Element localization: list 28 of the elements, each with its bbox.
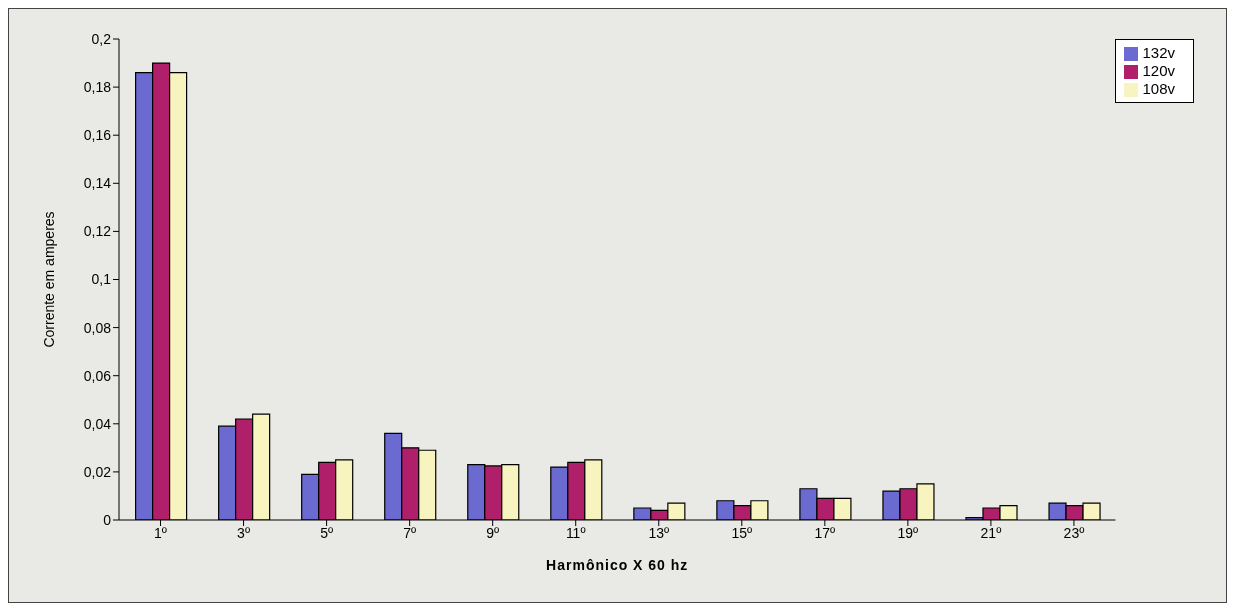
y-axis-title: Corrente em amperes — [40, 211, 57, 348]
legend-label: 120v — [1142, 62, 1175, 79]
x-tick-label: 5º — [320, 524, 334, 541]
y-tick-label: 0,04 — [83, 415, 112, 432]
x-tick-label: 23º — [1063, 524, 1085, 541]
y-tick-label: 0,16 — [83, 127, 112, 144]
x-tick-label: 21º — [980, 524, 1002, 541]
x-tick-label: 9º — [486, 524, 500, 541]
y-tick-label: 0,14 — [83, 175, 112, 192]
legend-label: 132v — [1142, 44, 1175, 61]
y-tick-label: 0,08 — [83, 319, 112, 336]
x-tick-label: 19º — [897, 524, 919, 541]
legend-label: 108v — [1142, 80, 1175, 97]
y-tick-label: 0 — [103, 511, 112, 528]
x-tick-label: 1º — [154, 524, 167, 541]
y-tick-label: 0,12 — [83, 223, 112, 240]
x-tick-label: 11º — [565, 524, 586, 541]
y-tick-label: 0,02 — [83, 463, 112, 480]
y-tick-label: 0,2 — [91, 30, 112, 47]
x-tick-label: 7º — [403, 524, 417, 541]
y-tick-label: 0,06 — [83, 367, 112, 384]
x-tick-label: 3º — [237, 524, 251, 541]
y-tick-label: 0,18 — [83, 79, 112, 96]
y-tick-label: 0,1 — [91, 271, 112, 288]
x-tick-label: 13º — [648, 524, 670, 541]
x-axis-title: Harmônico X 60 hz — [546, 557, 689, 573]
x-tick-label: 15º — [731, 524, 753, 541]
x-tick-label: 17º — [814, 524, 836, 541]
